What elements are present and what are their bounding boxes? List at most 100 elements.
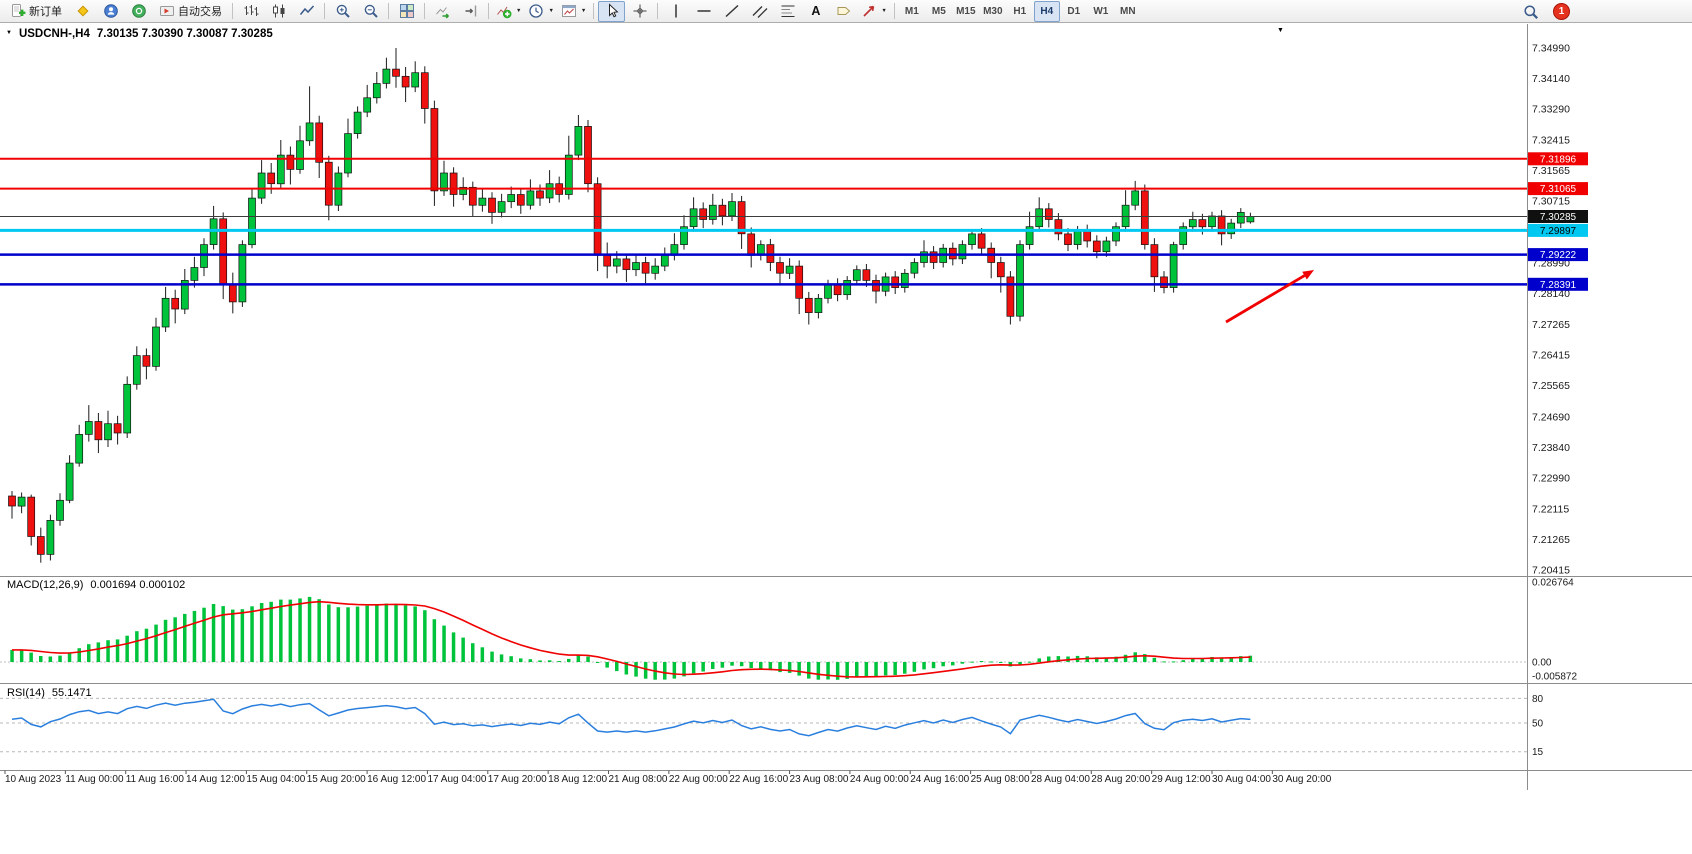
svg-text:7.31065: 7.31065 bbox=[1540, 184, 1577, 195]
line-chart-mode-button[interactable] bbox=[293, 1, 320, 22]
svg-text:7.22990: 7.22990 bbox=[1532, 472, 1570, 484]
horizontal-line-icon bbox=[697, 10, 711, 12]
svg-text:7.26415: 7.26415 bbox=[1532, 350, 1570, 362]
chart-shift-button[interactable] bbox=[457, 1, 484, 22]
periods-button[interactable]: ▼ bbox=[525, 1, 556, 22]
annotation-arrow[interactable] bbox=[1225, 270, 1314, 324]
metaeditor-button[interactable] bbox=[69, 1, 96, 22]
macd-panel bbox=[0, 596, 1527, 680]
svg-text:23 Aug 08:00: 23 Aug 08:00 bbox=[790, 774, 849, 785]
timeframe-m1-button[interactable]: M1 bbox=[904, 5, 919, 17]
timeframe-m15-button[interactable]: M15 bbox=[956, 5, 976, 17]
indicators-icon bbox=[497, 6, 512, 19]
toolbar-separator bbox=[893, 3, 895, 19]
svg-text:14 Aug 12:00: 14 Aug 12:00 bbox=[186, 774, 245, 785]
svg-text:22 Aug 16:00: 22 Aug 16:00 bbox=[729, 774, 788, 785]
timeframe-mn-button[interactable]: MN bbox=[1120, 5, 1136, 17]
toolbar-separator bbox=[324, 3, 325, 19]
notification-badge[interactable]: 1 bbox=[1553, 3, 1570, 20]
symbol-dropdown-icon[interactable]: ▼ bbox=[6, 30, 12, 36]
vertical-line-button[interactable] bbox=[662, 1, 689, 22]
svg-text:7.27265: 7.27265 bbox=[1532, 319, 1570, 331]
timeframe-d1-button[interactable]: D1 bbox=[1067, 5, 1081, 17]
svg-text:7.29222: 7.29222 bbox=[1540, 250, 1577, 261]
chart-menu-arrow-icon[interactable]: ▼ bbox=[1277, 27, 1284, 34]
time-axis[interactable]: 10 Aug 2023 11 Aug 00:00 11 Aug 16:00 14 Au… bbox=[4, 770, 1332, 786]
zoom-out-icon bbox=[364, 4, 378, 18]
timeframe-m5-button[interactable]: M5 bbox=[931, 5, 946, 17]
svg-text:30 Aug 04:00: 30 Aug 04:00 bbox=[1212, 774, 1271, 785]
periods-dropdown-icon[interactable]: ▼ bbox=[548, 8, 554, 14]
toolbar-separator bbox=[488, 3, 489, 19]
bar-chart-mode-button[interactable] bbox=[237, 1, 264, 22]
arrows-dropdown-icon[interactable]: ▼ bbox=[881, 8, 887, 14]
indicators-dropdown-icon[interactable]: ▼ bbox=[516, 8, 522, 14]
fibonacci-icon bbox=[781, 5, 795, 17]
svg-text:-0.005872: -0.005872 bbox=[1532, 672, 1577, 683]
channel-icon bbox=[752, 6, 768, 18]
profile-button[interactable] bbox=[97, 1, 124, 22]
svg-text:30 Aug 20:00: 30 Aug 20:00 bbox=[1272, 774, 1331, 785]
text-button[interactable]: A bbox=[802, 1, 829, 22]
svg-text:16 Aug 12:00: 16 Aug 12:00 bbox=[367, 774, 426, 785]
toolbar-separator bbox=[657, 3, 659, 19]
svg-text:28 Aug 20:00: 28 Aug 20:00 bbox=[1091, 774, 1150, 785]
templates-icon bbox=[561, 5, 576, 17]
text-label-icon bbox=[837, 7, 851, 15]
cursor-icon bbox=[608, 3, 619, 18]
svg-text:15 Aug 04:00: 15 Aug 04:00 bbox=[246, 774, 305, 785]
timeframe-m30-button[interactable]: M30 bbox=[983, 5, 1003, 17]
timeframe-h4-button[interactable]: H4 bbox=[1033, 0, 1060, 22]
svg-text:7.21265: 7.21265 bbox=[1532, 534, 1570, 546]
trend-line-button[interactable] bbox=[718, 1, 745, 22]
svg-text:15: 15 bbox=[1532, 747, 1544, 758]
fibonacci-button[interactable] bbox=[774, 1, 801, 22]
rsi-label: RSI(14) bbox=[7, 687, 45, 699]
tile-windows-button[interactable] bbox=[393, 1, 420, 22]
rsi-panel bbox=[0, 697, 1527, 753]
timeframe-w1-button[interactable]: W1 bbox=[1093, 5, 1109, 17]
svg-text:80: 80 bbox=[1532, 694, 1544, 705]
svg-text:7.31565: 7.31565 bbox=[1532, 165, 1570, 177]
svg-text:7.29897: 7.29897 bbox=[1540, 226, 1577, 237]
toolbar-right-group: 1 bbox=[1517, 2, 1570, 21]
svg-text:7.28391: 7.28391 bbox=[1540, 280, 1577, 291]
svg-text:7.34140: 7.34140 bbox=[1532, 73, 1570, 85]
search-button[interactable] bbox=[1517, 1, 1544, 22]
cursor-button[interactable] bbox=[598, 0, 626, 22]
svg-text:21 Aug 08:00: 21 Aug 08:00 bbox=[609, 774, 668, 785]
svg-text:7.22115: 7.22115 bbox=[1532, 504, 1569, 516]
text-label-button[interactable] bbox=[830, 1, 857, 22]
toolbar-separator bbox=[424, 3, 425, 19]
svg-text:50: 50 bbox=[1532, 719, 1544, 730]
equidistant-channel-button[interactable] bbox=[746, 1, 773, 22]
new-order-button[interactable]: 新订单 bbox=[4, 1, 68, 22]
templates-dropdown-icon[interactable]: ▼ bbox=[580, 8, 587, 14]
arrows-button[interactable]: ▼ bbox=[858, 1, 889, 22]
timeframe-h1-button[interactable]: H1 bbox=[1013, 5, 1027, 17]
svg-text:7.31896: 7.31896 bbox=[1540, 154, 1577, 165]
auto-scroll-button[interactable] bbox=[429, 1, 456, 22]
autotrading-label: 自动交易 bbox=[178, 6, 222, 18]
svg-text:18 Aug 12:00: 18 Aug 12:00 bbox=[548, 774, 607, 785]
rsi-label-line: RSI(14) 55.1471 bbox=[7, 687, 92, 699]
horizontal-line-button[interactable] bbox=[690, 1, 717, 22]
trend-line-icon bbox=[725, 4, 739, 18]
templates-button[interactable]: ▼ bbox=[558, 1, 589, 22]
symbol-title: USDCNH-,H4 bbox=[18, 28, 90, 40]
price-badges: 7.31896 7.31065 7.29897 7.29222 7.28391 7.302… bbox=[1528, 152, 1588, 291]
indicators-button[interactable]: ▼ bbox=[493, 1, 524, 22]
macd-label-line: MACD(12,26,9) 0.001694 0.000102 bbox=[7, 579, 185, 591]
crosshair-button[interactable] bbox=[626, 1, 653, 22]
candlestick-mode-button[interactable] bbox=[265, 1, 292, 22]
autotrading-button[interactable]: 自动交易 bbox=[153, 1, 228, 22]
price-axis[interactable]: 7.34990 7.34140 7.33290 7.32415 7.31565 7.307… bbox=[1532, 43, 1577, 759]
svg-text:29 Aug 12:00: 29 Aug 12:00 bbox=[1152, 774, 1211, 785]
level-lines[interactable] bbox=[0, 157, 1527, 286]
zoom-in-button[interactable] bbox=[329, 1, 356, 22]
zoom-out-button[interactable] bbox=[357, 1, 384, 22]
svg-text:22 Aug 00:00: 22 Aug 00:00 bbox=[669, 774, 728, 785]
metaeditor-icon bbox=[76, 5, 89, 17]
community-button[interactable] bbox=[125, 1, 152, 22]
